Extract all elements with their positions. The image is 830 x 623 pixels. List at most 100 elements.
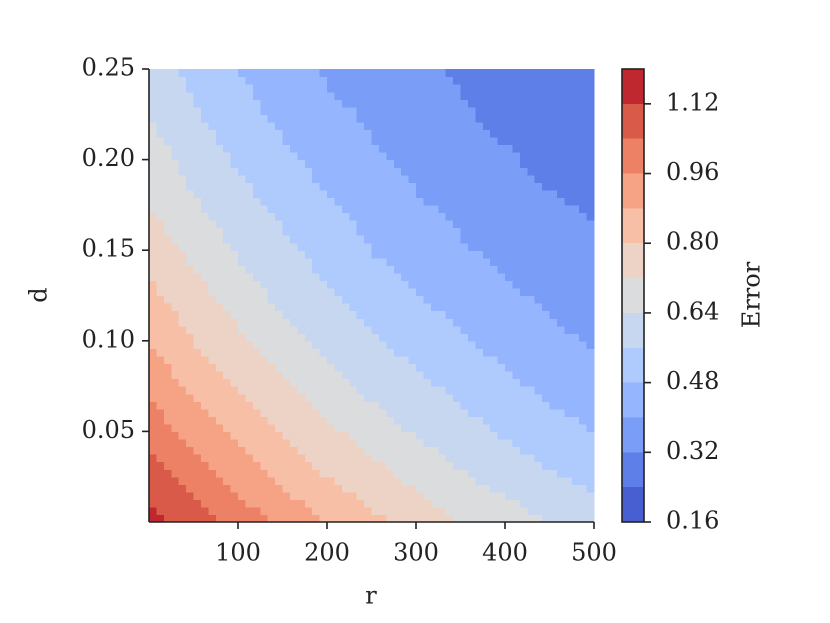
contour-cell	[260, 506, 269, 516]
contour-cell	[252, 431, 261, 440]
contour-cell	[275, 348, 284, 357]
contour-cell	[223, 235, 232, 244]
contour-cell	[208, 325, 217, 334]
contour-cell	[571, 484, 580, 493]
contour-cell	[460, 499, 469, 508]
contour-cell	[163, 265, 172, 274]
contour-cell	[519, 76, 528, 85]
contour-cell	[149, 204, 158, 214]
contour-cell	[475, 144, 484, 153]
contour-cell	[260, 514, 269, 523]
contour-cell	[245, 438, 254, 448]
contour-cell	[282, 386, 291, 395]
contour-cell	[378, 114, 387, 123]
contour-cell	[171, 355, 180, 365]
contour-cell	[208, 114, 217, 123]
contour-cell	[260, 265, 269, 274]
contour-cell	[349, 84, 358, 93]
contour-cell	[393, 280, 402, 289]
contour-cell	[327, 340, 336, 349]
contour-cell	[416, 325, 425, 334]
contour-cell	[356, 121, 365, 130]
contour-cell	[378, 265, 387, 274]
contour-cell	[245, 152, 254, 161]
contour-cell	[579, 280, 588, 289]
contour-cell	[482, 355, 491, 365]
contour-cell	[497, 257, 506, 266]
contour-cell	[542, 69, 551, 78]
contour-cell	[519, 272, 528, 281]
contour-cell	[542, 371, 551, 380]
contour-cell	[371, 340, 380, 349]
contour-cell	[163, 106, 172, 115]
contour-cell	[445, 99, 454, 108]
contour-cell	[267, 363, 276, 372]
contour-cell	[267, 242, 276, 251]
contour-cell	[393, 287, 402, 297]
contour-cell	[549, 514, 558, 523]
contour-cell	[230, 408, 239, 417]
contour-cell	[378, 136, 387, 146]
contour-cell	[527, 469, 536, 478]
contour-cell	[312, 438, 321, 448]
contour-cell	[542, 318, 551, 327]
contour-cell	[438, 287, 447, 297]
contour-cell	[378, 212, 387, 221]
contour-cell	[230, 318, 239, 327]
contour-cell	[467, 167, 476, 176]
contour-cell	[519, 423, 528, 432]
contour-cell	[289, 416, 298, 425]
contour-cell	[341, 303, 350, 312]
contour-cell	[453, 76, 462, 85]
contour-cell	[163, 318, 172, 327]
contour-cell	[571, 310, 580, 319]
contour-cell	[245, 378, 254, 387]
contour-cell	[393, 235, 402, 244]
contour-cell	[549, 499, 558, 508]
contour-cell	[163, 250, 172, 259]
contour-cell	[393, 114, 402, 123]
contour-cell	[267, 235, 276, 244]
contour-cell	[215, 204, 224, 214]
contour-cell	[260, 69, 269, 78]
contour-cell	[564, 491, 573, 500]
contour-cell	[215, 106, 224, 115]
contour-cell	[386, 114, 395, 123]
contour-cell	[171, 91, 180, 100]
contour-cell	[408, 310, 417, 319]
contour-cell	[193, 227, 202, 236]
contour-cell	[275, 423, 284, 432]
contour-cell	[297, 423, 306, 432]
contour-cell	[519, 250, 528, 259]
contour-cell	[252, 423, 261, 432]
contour-cell	[163, 167, 172, 176]
contour-cell	[260, 416, 269, 425]
contour-cell	[401, 318, 410, 327]
contour-cell	[156, 514, 165, 523]
contour-cell	[215, 220, 224, 229]
contour-cell	[482, 378, 491, 387]
contour-cell	[319, 333, 328, 342]
contour-cell	[386, 220, 395, 229]
contour-cell	[542, 325, 551, 334]
contour-cell	[475, 318, 484, 327]
contour-cell	[505, 469, 514, 478]
contour-cell	[208, 99, 217, 108]
contour-cell	[556, 318, 565, 327]
contour-cell	[475, 242, 484, 251]
contour-cell	[156, 393, 165, 402]
contour-cell	[542, 401, 551, 410]
contour-cell	[497, 333, 506, 342]
contour-cell	[453, 265, 462, 274]
contour-cell	[579, 144, 588, 153]
contour-cell	[512, 76, 521, 85]
contour-cell	[549, 235, 558, 244]
contour-cell	[245, 469, 254, 478]
contour-cell	[393, 174, 402, 183]
contour-cell	[163, 514, 172, 523]
contour-cell	[453, 250, 462, 259]
contour-cell	[482, 250, 491, 259]
contour-cell	[579, 461, 588, 470]
contour-cell	[267, 167, 276, 176]
contour-cell	[149, 144, 158, 153]
